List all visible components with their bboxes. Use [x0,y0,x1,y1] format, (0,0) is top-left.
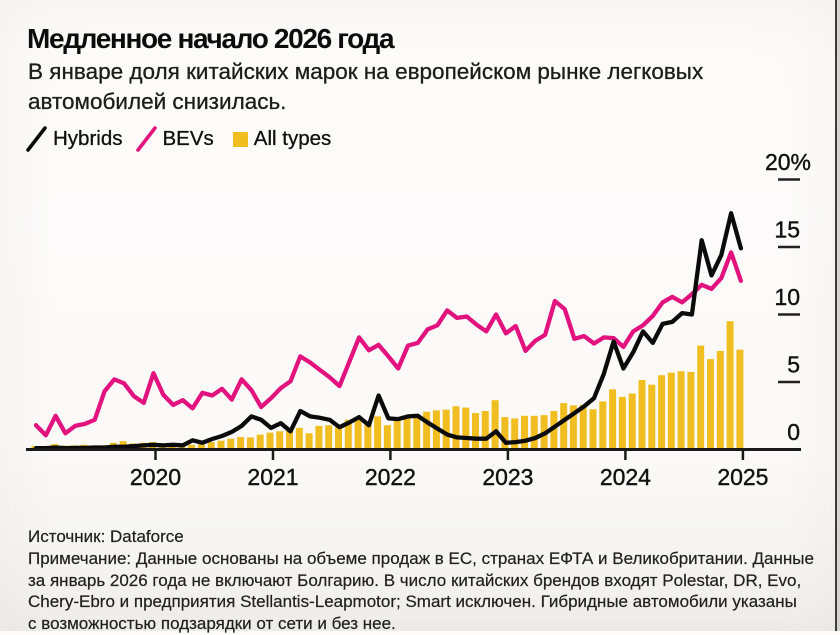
svg-text:20%: 20% [765,149,811,175]
svg-text:2025: 2025 [717,464,768,490]
svg-text:10: 10 [774,284,800,310]
svg-text:5: 5 [787,352,800,378]
svg-text:2023: 2023 [482,464,533,490]
svg-text:2020: 2020 [130,464,181,490]
svg-text:15: 15 [774,217,800,243]
svg-text:2021: 2021 [247,464,298,490]
svg-text:2024: 2024 [600,464,651,490]
svg-text:2022: 2022 [365,464,416,490]
svg-text:0: 0 [787,419,800,445]
